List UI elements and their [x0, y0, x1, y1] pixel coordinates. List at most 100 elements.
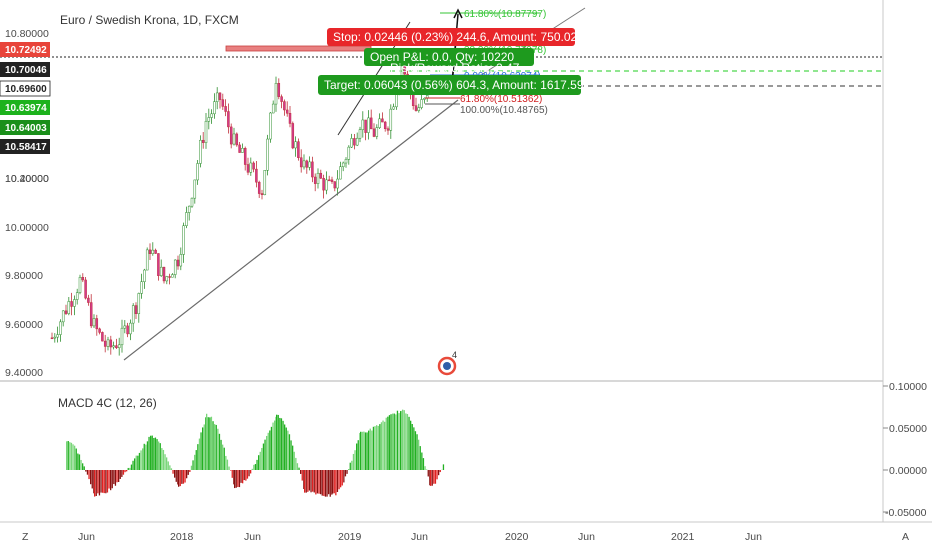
time-label-3: 2019 [338, 531, 362, 543]
macd-bar [215, 424, 217, 470]
candle-body [59, 321, 62, 335]
macd-bar [116, 470, 118, 483]
candle-body [157, 253, 160, 276]
macd-bar [243, 470, 245, 481]
macd-bar [439, 470, 441, 473]
macd-bar [251, 468, 253, 470]
candle-body [103, 340, 107, 347]
macd-bar [390, 414, 392, 470]
macd-bar [341, 470, 343, 486]
macd-bar [385, 417, 387, 470]
macd-bar [106, 470, 109, 493]
macd-bar [248, 470, 250, 477]
resistance-zone[interactable] [225, 45, 372, 52]
macd-bar [93, 470, 95, 494]
time-axis[interactable]: Jun 2018 Jun 2019 Jun 2020 Jun 2021 Jun [78, 531, 762, 543]
macd-bar [121, 470, 123, 477]
macd-bar [233, 470, 235, 485]
macd-bar [218, 433, 221, 470]
macd-bar [230, 470, 232, 471]
candle-body [389, 108, 393, 131]
candle-body [336, 178, 339, 189]
candle-body [56, 334, 59, 338]
macd-bar [194, 454, 196, 470]
macd-axis[interactable]: 0.10000 0.05000 0.00000 -0.05000 [883, 381, 927, 519]
candle-body [95, 318, 99, 330]
candle-body [246, 164, 250, 173]
candle-body [227, 111, 230, 128]
candle-body [235, 133, 239, 146]
macd-bar [111, 470, 113, 489]
macd-bar [312, 470, 314, 492]
macd-bar [315, 470, 317, 495]
macd-bar [175, 470, 177, 482]
macd-bar [100, 470, 102, 493]
candle-body [218, 92, 222, 100]
tag-1: 10.70046 [5, 65, 47, 76]
auto-scale-a-button[interactable]: A [902, 531, 909, 543]
macd-bar [148, 436, 150, 470]
candle-body [367, 117, 370, 133]
candle-body [266, 138, 269, 171]
macd-bar [80, 459, 82, 470]
macd-bar [231, 470, 233, 478]
candle-body [386, 128, 390, 131]
candle-body [232, 133, 236, 145]
candle-body [269, 112, 272, 140]
candle-body [151, 249, 155, 254]
candle-body [81, 277, 85, 281]
macd-bar [364, 432, 367, 470]
macd-bar [105, 470, 107, 494]
macd-bar [340, 470, 342, 488]
macd-bar [293, 451, 295, 470]
candle-body [129, 322, 132, 335]
macd-bar [83, 466, 85, 470]
macd-bar [356, 443, 358, 470]
candle-body [70, 301, 73, 307]
candle-body [229, 126, 233, 145]
macd-bar [67, 441, 69, 470]
zoom-z-button[interactable]: Z [22, 531, 29, 543]
candle-body [126, 325, 129, 335]
macd-bar [333, 470, 335, 494]
ascending-trendline[interactable] [123, 99, 459, 361]
macd-bar [352, 453, 355, 470]
price-tick-2: 10.20000 [5, 173, 49, 185]
candle-body [196, 163, 199, 181]
macd-bar [318, 470, 320, 494]
macd-bar [240, 470, 242, 483]
macd-bar [374, 426, 376, 470]
price-axis[interactable]: 10.80000 10.40000 10.20000 10.00000 9.80… [5, 28, 49, 379]
candle-body [199, 139, 202, 164]
macd-bar [182, 470, 185, 484]
time-label-2: Jun [244, 531, 261, 543]
macd-bar [246, 470, 249, 479]
macd-bar [267, 432, 269, 470]
candle-body [341, 162, 345, 167]
candle-body [383, 121, 387, 129]
time-label-7: 2021 [671, 531, 695, 543]
macd-bar [162, 449, 165, 470]
stop-label: Stop: 0.02446 (0.23%) 244.6, Amount: 750… [333, 30, 578, 44]
candle-body [50, 337, 54, 340]
macd-bar [223, 447, 225, 470]
macd-bar [338, 470, 340, 490]
macd-bar [159, 443, 161, 470]
macd-bar [150, 435, 152, 470]
macd-bar [274, 420, 276, 470]
macd-bar [122, 470, 125, 475]
price-tick-0: 10.80000 [5, 28, 49, 40]
candle-body [61, 310, 65, 323]
macd-bar [400, 411, 402, 470]
macd-bar [258, 455, 260, 470]
long-position-tool[interactable]: Stop: 0.02446 (0.23%) 244.6, Amount: 750… [318, 28, 584, 95]
macd-bar [431, 470, 433, 486]
macd-bar [135, 455, 137, 470]
macd-bar [298, 467, 300, 470]
candle-body [221, 99, 225, 107]
macd-bar [143, 443, 145, 470]
macd-bar [110, 470, 112, 491]
macd-bar [254, 464, 257, 470]
macd-bar [388, 415, 391, 470]
